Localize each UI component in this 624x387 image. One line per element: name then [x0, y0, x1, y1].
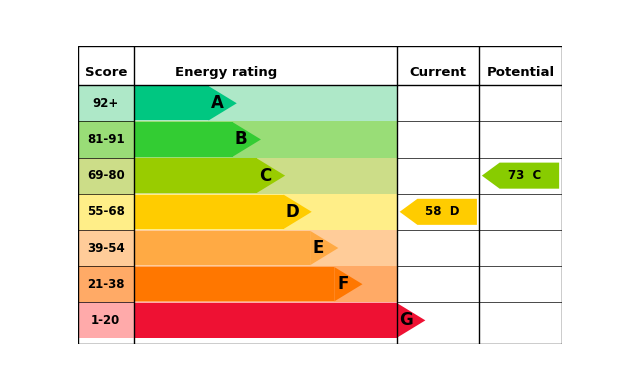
- Text: D: D: [285, 203, 299, 221]
- Text: 39-54: 39-54: [87, 241, 125, 255]
- Bar: [134, 267, 334, 301]
- Text: E: E: [313, 239, 324, 257]
- Text: Potential: Potential: [487, 66, 555, 79]
- Bar: [134, 158, 257, 193]
- Bar: [134, 303, 397, 337]
- Bar: [134, 231, 310, 265]
- Text: 1-20: 1-20: [91, 314, 120, 327]
- Polygon shape: [283, 195, 312, 229]
- Text: 58  D: 58 D: [425, 205, 459, 218]
- Text: Energy rating: Energy rating: [175, 66, 277, 79]
- Polygon shape: [399, 199, 477, 225]
- Bar: [78, 266, 397, 302]
- Text: 69-80: 69-80: [87, 169, 125, 182]
- Polygon shape: [397, 303, 426, 337]
- Bar: [78, 194, 397, 230]
- Text: G: G: [399, 312, 412, 329]
- Text: Current: Current: [410, 66, 467, 79]
- Bar: [78, 230, 397, 266]
- Bar: [134, 86, 208, 120]
- Text: 73  C: 73 C: [508, 169, 541, 182]
- Text: 55-68: 55-68: [87, 205, 125, 218]
- Text: C: C: [259, 167, 271, 185]
- Polygon shape: [233, 122, 261, 157]
- Polygon shape: [482, 163, 559, 189]
- Text: A: A: [210, 94, 223, 112]
- Bar: [134, 122, 233, 157]
- Bar: [78, 302, 397, 339]
- Text: F: F: [337, 275, 348, 293]
- Bar: [134, 195, 283, 229]
- Text: 21-38: 21-38: [87, 278, 125, 291]
- Bar: [78, 85, 397, 122]
- Polygon shape: [208, 86, 236, 120]
- Bar: [78, 122, 397, 158]
- Bar: [78, 158, 397, 194]
- Text: B: B: [235, 130, 248, 149]
- Text: Score: Score: [85, 66, 127, 79]
- Text: 92+: 92+: [93, 97, 119, 110]
- Polygon shape: [334, 267, 363, 301]
- Polygon shape: [257, 158, 285, 193]
- Text: 81-91: 81-91: [87, 133, 125, 146]
- Polygon shape: [310, 231, 338, 265]
